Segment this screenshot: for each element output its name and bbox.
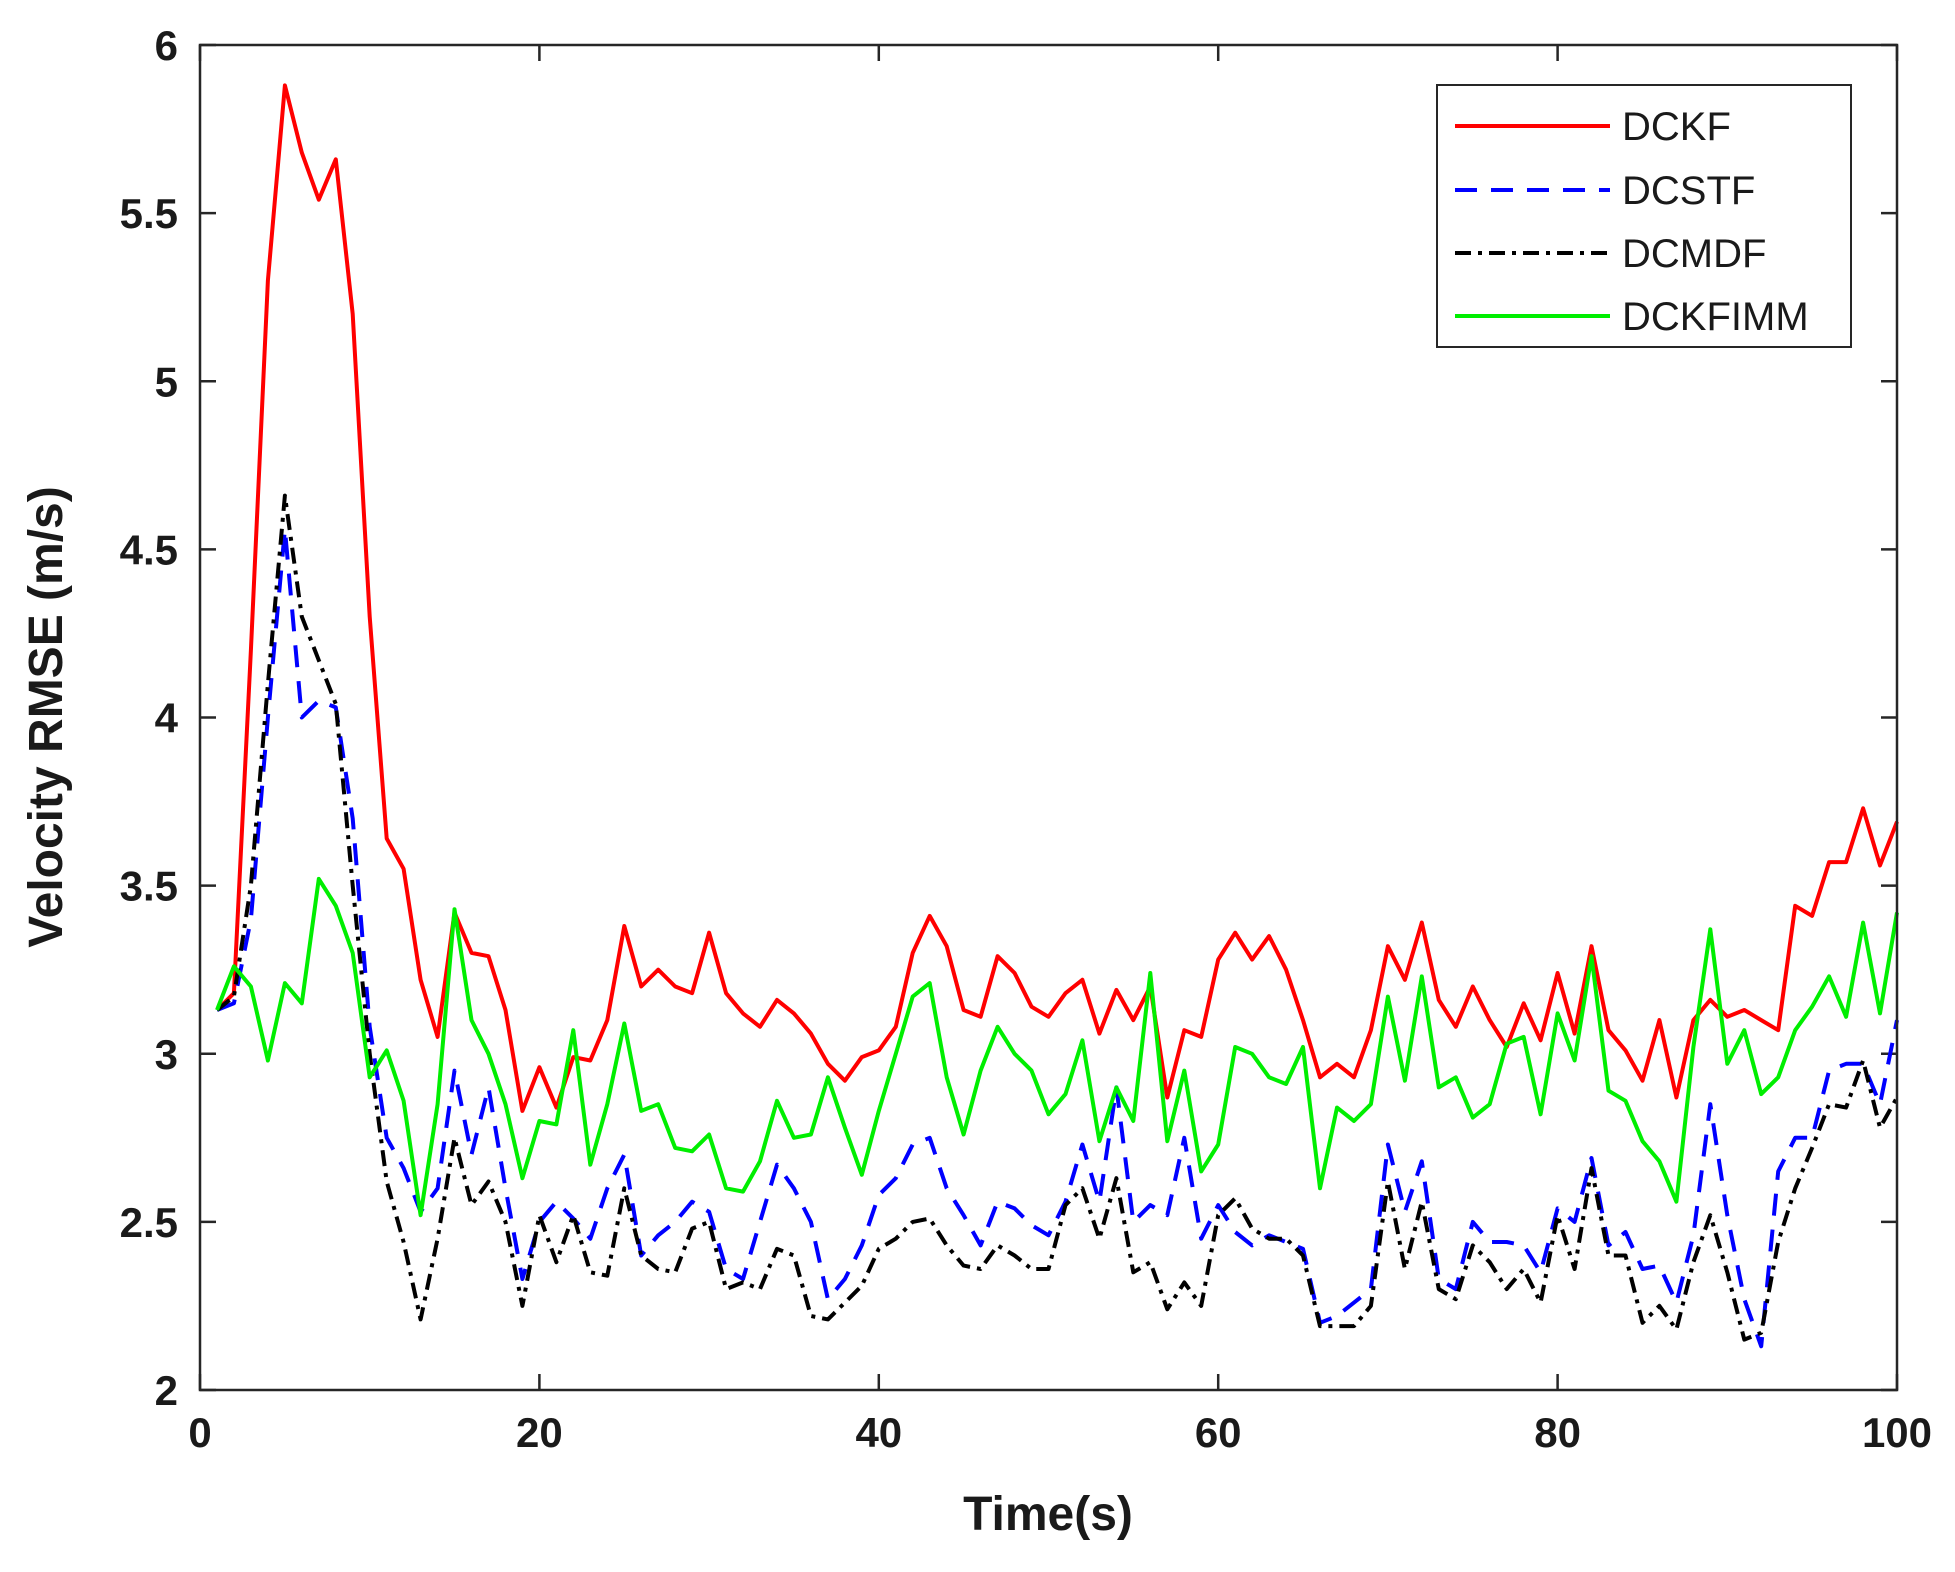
series-line-dcmdf (215, 493, 1899, 1342)
y-tick-label: 4.5 (120, 526, 178, 573)
series-line-dckfimm (215, 876, 1899, 1218)
y-tick-label: 2.5 (120, 1199, 178, 1246)
legend: DCKF DCSTF DCMDF DCKFIMM (1436, 84, 1852, 348)
x-tick-label: 80 (1534, 1409, 1581, 1456)
x-tick-label: 60 (1195, 1409, 1242, 1456)
legend-box (1436, 84, 1852, 348)
x-tick-label: 40 (855, 1409, 902, 1456)
y-tick-label: 5 (155, 358, 178, 405)
legend-label-dckf: DCKF (1622, 105, 1731, 149)
legend-label-dcstf: DCSTF (1622, 169, 1755, 213)
y-tick-label: 4 (155, 695, 179, 742)
y-tick-label: 5.5 (120, 190, 178, 237)
plot-area-frame (198, 43, 1899, 1392)
y-tick-label: 3 (155, 1031, 178, 1078)
x-tick-label: 0 (188, 1409, 211, 1456)
y-tick-label: 2 (155, 1367, 178, 1414)
legend-label-dckfimm: DCKFIMM (1622, 295, 1809, 339)
x-axis-label: Time(s) (963, 1488, 1133, 1541)
legend-label-dcmdf: DCMDF (1622, 232, 1766, 276)
series-line-dcstf (216, 527, 1899, 1349)
y-tick-label: 3.5 (120, 863, 178, 910)
x-tick-label: 20 (516, 1409, 563, 1456)
y-axis-label: Velocity RMSE (m/s) (20, 486, 73, 947)
y-axis-ticks (200, 43, 1897, 1392)
series-line-dckf (215, 83, 1899, 1113)
y-tick-label: 6 (155, 22, 178, 69)
x-tick-label: 100 (1862, 1409, 1932, 1456)
series-lines (215, 83, 1899, 1349)
